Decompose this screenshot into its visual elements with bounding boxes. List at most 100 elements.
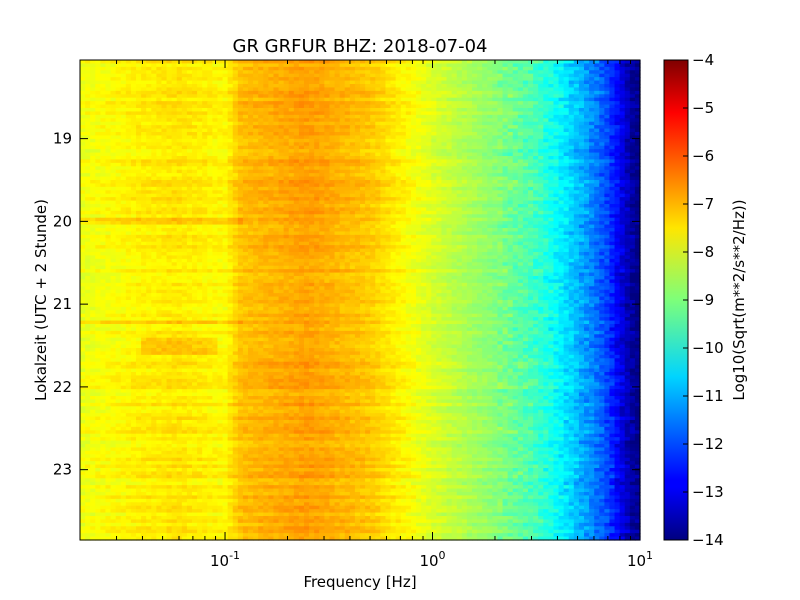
heatmap-cell: [395, 169, 402, 174]
heatmap-cell: [222, 94, 229, 99]
heatmap-cell: [426, 197, 432, 202]
heatmap-cell: [334, 66, 341, 71]
heatmap-cell: [80, 101, 86, 106]
heatmap-cell: [584, 193, 590, 198]
heatmap-cell: [217, 63, 224, 68]
heatmap-cell: [360, 166, 366, 171]
heatmap-cell: [441, 149, 448, 154]
heatmap-cell: [130, 162, 137, 167]
heatmap-cell: [268, 132, 275, 137]
heatmap-cell: [390, 152, 397, 157]
heatmap-cell: [110, 207, 117, 212]
heatmap-cell: [380, 101, 387, 106]
heatmap-cell: [354, 176, 361, 181]
heatmap-cell: [146, 87, 152, 92]
heatmap-cell: [319, 73, 325, 78]
heatmap-cell: [95, 118, 101, 123]
heatmap-cell: [568, 186, 575, 191]
heatmap-cell: [278, 80, 285, 85]
heatmap-cell: [477, 132, 483, 137]
heatmap-cell: [380, 70, 387, 75]
heatmap-cell: [456, 180, 463, 185]
heatmap-cell: [304, 180, 310, 185]
heatmap-cell: [497, 125, 504, 130]
heatmap-cell: [176, 63, 183, 68]
heatmap-cell: [217, 132, 224, 137]
heatmap-cell: [599, 66, 605, 71]
heatmap-cell: [319, 169, 325, 174]
heatmap-cell: [146, 186, 152, 191]
heatmap-cell: [258, 132, 264, 137]
heatmap-cell: [594, 169, 600, 174]
heatmap-cell: [237, 183, 244, 188]
heatmap-cell: [293, 183, 300, 188]
heatmap-cell: [431, 166, 437, 171]
heatmap-cell: [105, 176, 112, 181]
heatmap-cell: [176, 166, 183, 171]
heatmap-cell: [360, 210, 366, 215]
heatmap-cell: [105, 180, 112, 185]
heatmap-cell: [426, 169, 432, 174]
heatmap-cell: [242, 210, 249, 215]
heatmap-cell: [125, 87, 132, 92]
heatmap-cell: [558, 128, 565, 133]
heatmap-cell: [512, 63, 519, 68]
heatmap-cell: [461, 73, 468, 78]
heatmap-cell: [584, 66, 590, 71]
heatmap-cell: [599, 166, 605, 171]
heatmap-cell: [304, 84, 310, 89]
heatmap-cell: [573, 87, 580, 92]
heatmap-cell: [558, 142, 565, 147]
heatmap-cell: [497, 142, 504, 147]
heatmap-cell: [242, 97, 249, 102]
heatmap-cell: [543, 128, 549, 133]
heatmap-cell: [197, 180, 203, 185]
heatmap-cell: [95, 183, 101, 188]
heatmap-cell: [563, 104, 570, 109]
heatmap-cell: [288, 149, 295, 154]
heatmap-cell: [512, 70, 519, 75]
heatmap-cell: [334, 142, 341, 147]
heatmap-cell: [120, 80, 127, 85]
heatmap-cell: [619, 121, 626, 126]
heatmap-cell: [120, 204, 127, 209]
heatmap-cell: [248, 121, 254, 126]
heatmap-cell: [293, 135, 300, 140]
heatmap-cell: [186, 166, 193, 171]
heatmap-cell: [370, 197, 376, 202]
heatmap-cell: [212, 80, 219, 85]
heatmap-cell: [171, 125, 178, 130]
heatmap-cell: [176, 125, 183, 130]
heatmap-cell: [543, 169, 549, 174]
heatmap-cell: [517, 200, 524, 205]
heatmap-cell: [594, 145, 600, 150]
heatmap-cell: [161, 200, 168, 205]
heatmap-cell: [105, 204, 112, 209]
heatmap-cell: [563, 66, 570, 71]
heatmap-cell: [90, 63, 96, 68]
heatmap-cell: [329, 97, 336, 102]
heatmap-cell: [171, 94, 178, 99]
heatmap-cell: [517, 138, 524, 143]
heatmap-cell: [456, 90, 463, 95]
heatmap-cell: [365, 159, 371, 164]
heatmap-cell: [416, 135, 422, 140]
heatmap-cell: [365, 169, 371, 174]
heatmap-cell: [512, 101, 519, 106]
heatmap-cell: [548, 73, 555, 78]
heatmap-cell: [502, 77, 509, 82]
heatmap-cell: [400, 118, 407, 123]
heatmap-cell: [344, 142, 351, 147]
heatmap-cell: [227, 186, 234, 191]
heatmap-cell: [339, 111, 346, 116]
heatmap-cell: [105, 101, 112, 106]
heatmap-cell: [497, 132, 504, 137]
heatmap-cell: [390, 183, 397, 188]
heatmap-cell: [375, 94, 381, 99]
heatmap-cell: [380, 138, 387, 143]
heatmap-cell: [512, 180, 519, 185]
heatmap-cell: [115, 121, 122, 126]
heatmap-cell: [217, 66, 224, 71]
heatmap-cell: [100, 159, 107, 164]
heatmap-cell: [354, 142, 361, 147]
